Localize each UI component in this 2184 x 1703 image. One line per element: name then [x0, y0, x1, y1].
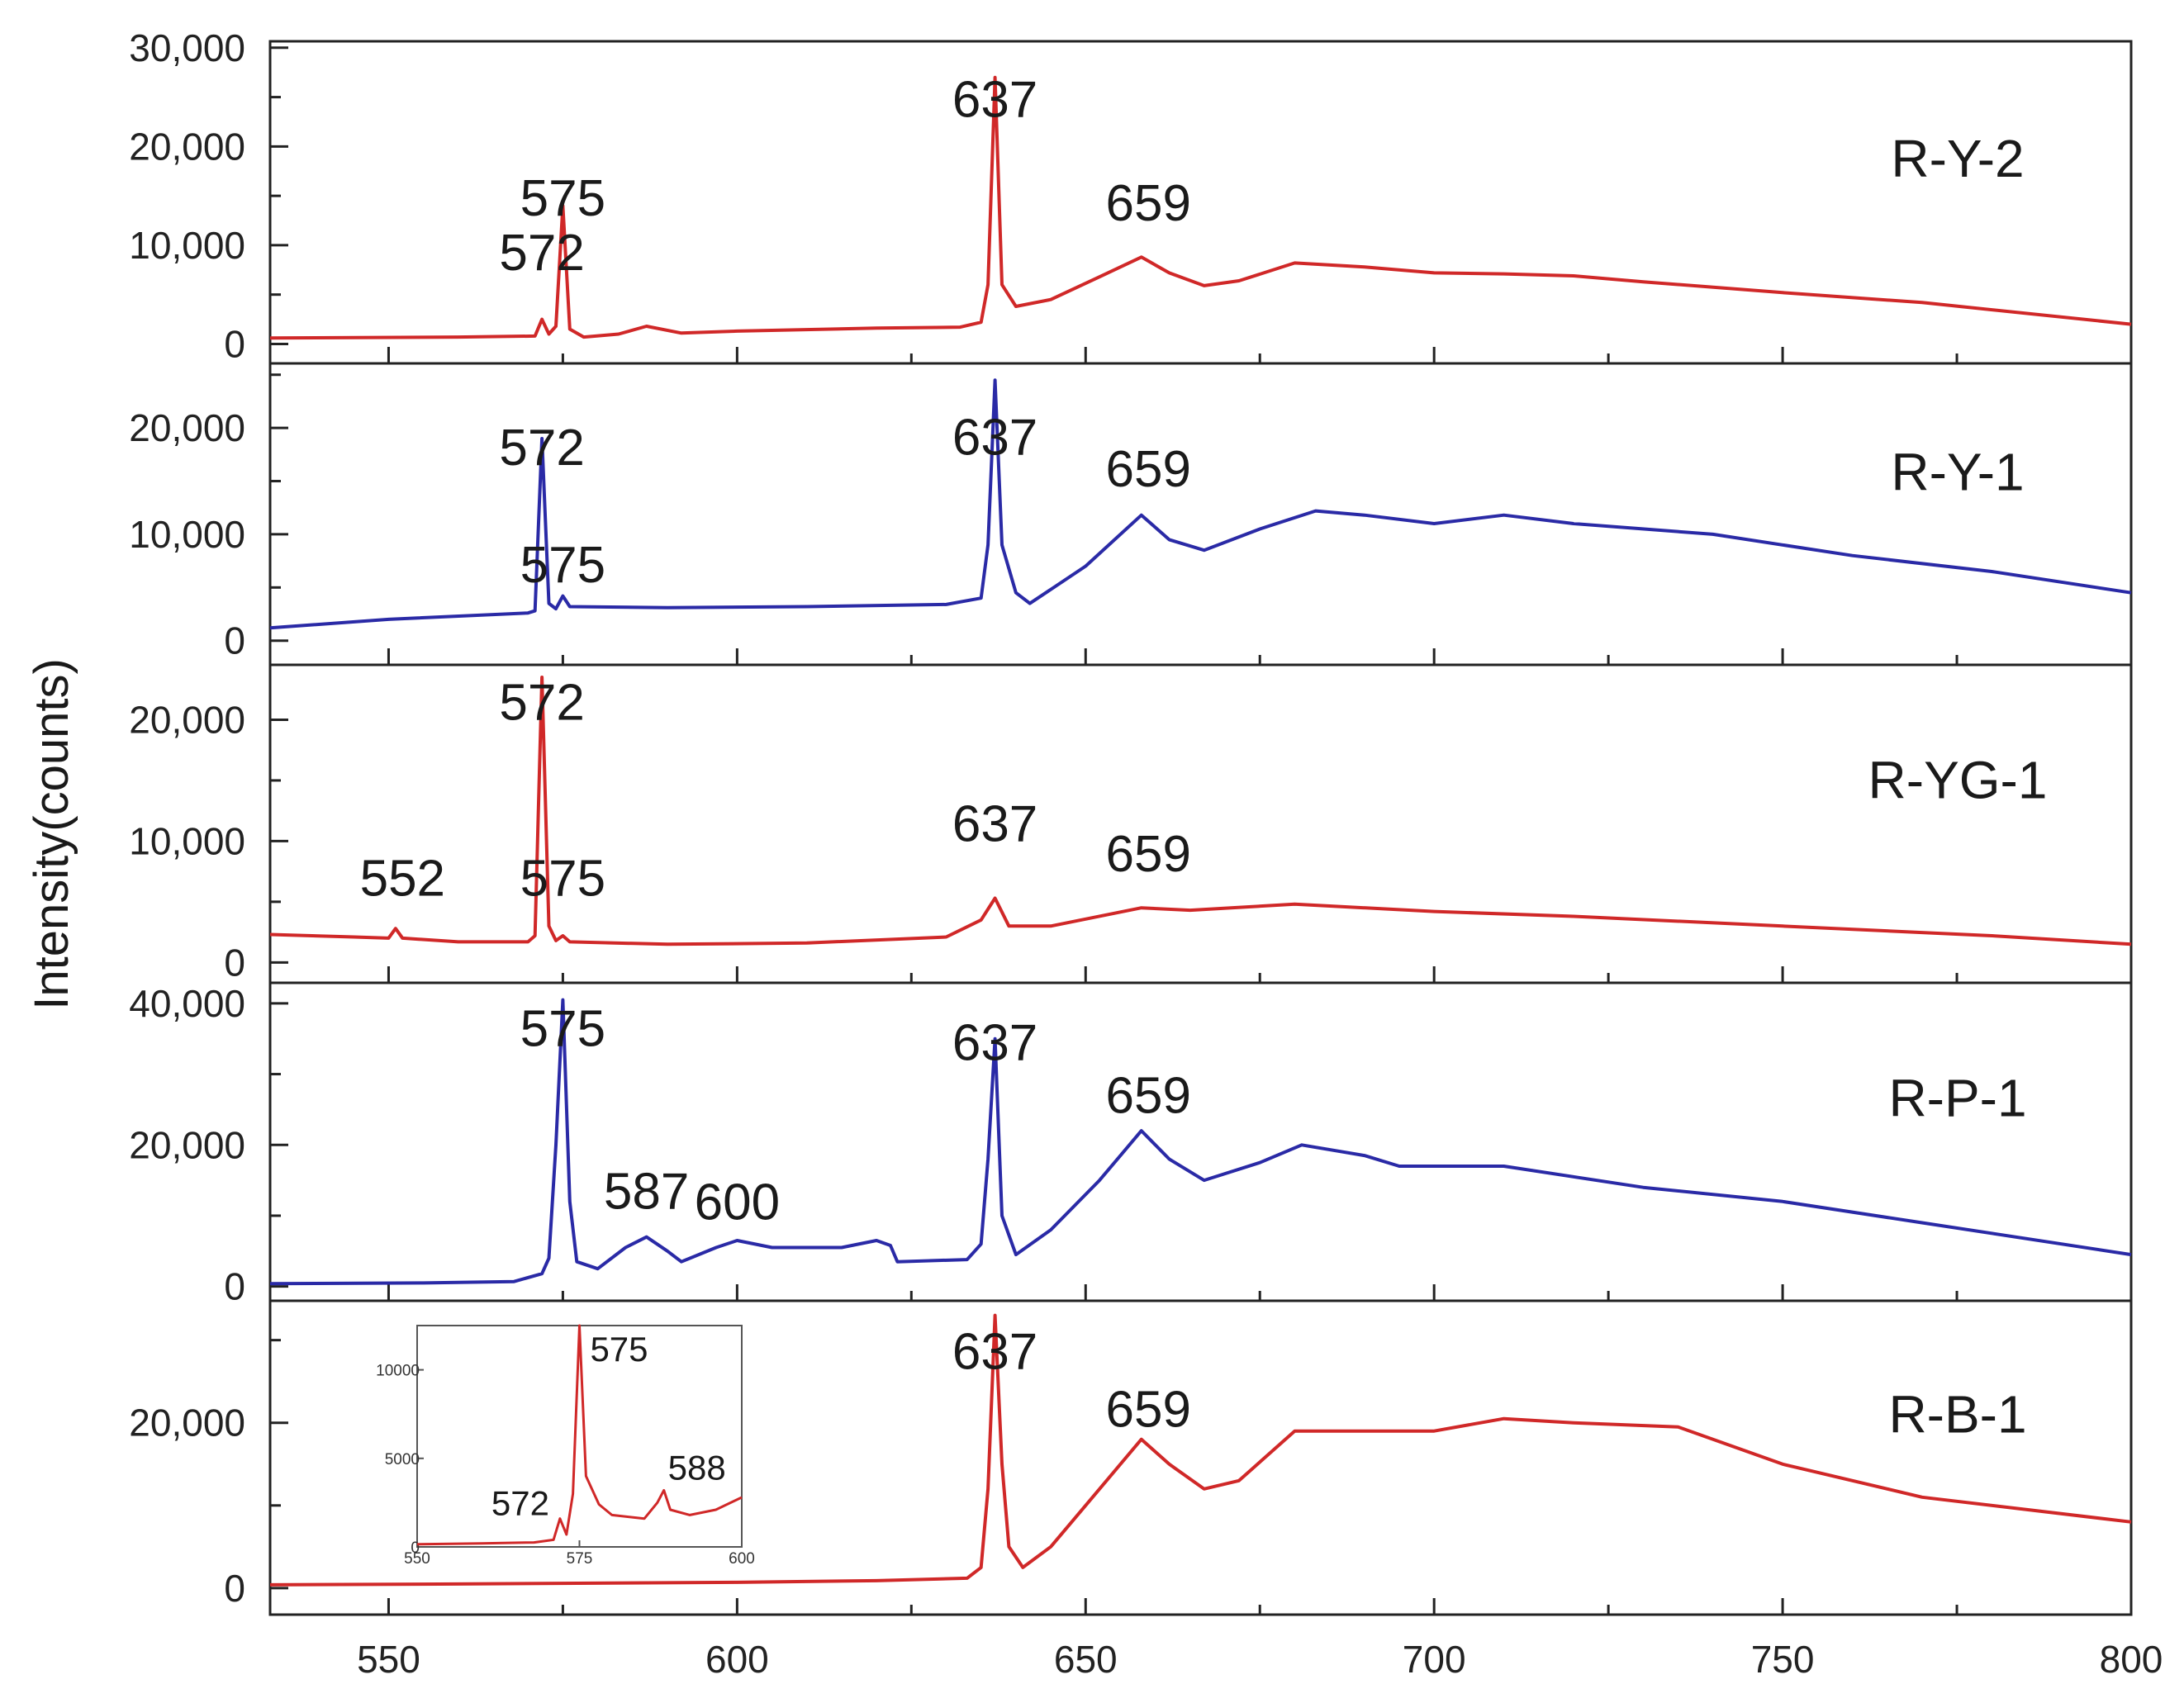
peak-label: 572	[499, 225, 584, 282]
sample-label: R-Y-1	[1891, 442, 2024, 501]
peak-label: 575	[520, 851, 605, 908]
y-axis-title: Intensity(counts)	[25, 658, 78, 1010]
x-tick-label: 650	[1054, 1638, 1118, 1681]
panels: 010,00020,00030,000572575637659R-Y-2010,…	[129, 26, 2133, 1616]
x-tick-label: 550	[357, 1638, 420, 1681]
y-tick-label: 20,000	[129, 698, 245, 741]
peak-label: 659	[1105, 1068, 1190, 1125]
inset-chart: 550 575 600 0 5000 10000 575 572 588	[376, 1324, 755, 1568]
y-tick-label: 20,000	[129, 1123, 245, 1166]
panel-r-y-1: 0 10,000 20,000 572 575 637 659 R-Y-1	[129, 362, 2133, 666]
peak-label: 659	[1105, 826, 1190, 883]
panel-frame	[268, 1299, 2133, 1616]
x-axis: 550 600 650 700 750 800	[357, 1638, 2163, 1681]
panel-r-b-1: 0 20,000 637 659 R-B-1 550 575 600 0 5000 10000 575…	[129, 1299, 2133, 1616]
y-tick-label: 20,000	[129, 406, 245, 449]
y-tick-label: 0	[224, 1265, 245, 1308]
y-tick-label: 20,000	[129, 1402, 245, 1444]
inset-y-tick-label: 0	[411, 1539, 420, 1557]
series-line-r-p-1	[269, 998, 2132, 1286]
peak-label: 572	[499, 674, 584, 731]
inset-frame	[416, 1325, 743, 1548]
y-tick-label: 10,000	[129, 513, 245, 556]
panel-r-p-1: 0 20,000 40,000 575 587 600 637 659 R-P-1	[129, 981, 2133, 1308]
sample-label: R-Y-2	[1891, 129, 2024, 188]
inset-peak-label: 588	[668, 1449, 726, 1487]
sample-label: R-B-1	[1888, 1385, 2026, 1444]
y-tick-label: 10,000	[129, 224, 245, 267]
y-tick-label: 20,000	[129, 125, 245, 168]
y-tick-label: 30,000	[129, 26, 245, 69]
series-line-r-y-1	[269, 378, 2132, 630]
series-line-r-yg-1	[269, 676, 2132, 946]
peak-label: 575	[520, 1000, 605, 1057]
peak-label: 659	[1105, 175, 1190, 232]
inset-y-tick-label: 10000	[376, 1363, 420, 1380]
inset-y-tick-label: 5000	[385, 1451, 420, 1468]
series-line-r-y-2	[269, 75, 2132, 340]
peak-label: 637	[952, 409, 1037, 466]
peak-label: 637	[952, 1324, 1037, 1381]
peak-label: 637	[952, 795, 1037, 852]
peak-label: 575	[520, 170, 605, 227]
x-tick-label: 800	[2100, 1638, 2163, 1681]
peak-label: 575	[520, 537, 605, 594]
peak-label: 552	[360, 851, 445, 908]
peak-label: 659	[1105, 441, 1190, 498]
inset-x-tick-label: 575	[567, 1550, 593, 1568]
sample-label: R-P-1	[1888, 1069, 2026, 1128]
x-tick-label: 750	[1751, 1638, 1815, 1681]
peak-label: 637	[952, 1014, 1037, 1071]
panel-frame	[268, 362, 2133, 666]
inset-x-tick-label: 550	[404, 1550, 430, 1568]
y-tick-label: 0	[224, 619, 245, 662]
peak-label: 587	[604, 1163, 689, 1220]
peak-label: 572	[499, 420, 584, 477]
x-tick-label: 700	[1403, 1638, 1466, 1681]
peak-label: 637	[952, 71, 1037, 128]
y-tick-label: 10,000	[129, 819, 245, 862]
y-tick-label: 0	[224, 941, 245, 984]
sample-label: R-YG-1	[1868, 751, 2048, 810]
y-tick-label: 40,000	[129, 982, 245, 1025]
inset-peak-label: 575	[590, 1330, 648, 1369]
series-line-r-b-1	[269, 1313, 2132, 1587]
inset-x-tick-label: 600	[729, 1550, 755, 1568]
y-tick-label: 0	[224, 322, 245, 365]
peak-label: 600	[695, 1174, 780, 1231]
peak-label: 659	[1105, 1382, 1190, 1439]
y-tick-label: 0	[224, 1567, 245, 1610]
x-tick-label: 600	[705, 1638, 769, 1681]
inset-peak-label: 572	[491, 1483, 549, 1522]
panel-r-yg-1: 0 10,000 20,000 552 572 575 637 659 R-YG-1	[129, 663, 2133, 984]
inset-series-line	[416, 1324, 743, 1546]
